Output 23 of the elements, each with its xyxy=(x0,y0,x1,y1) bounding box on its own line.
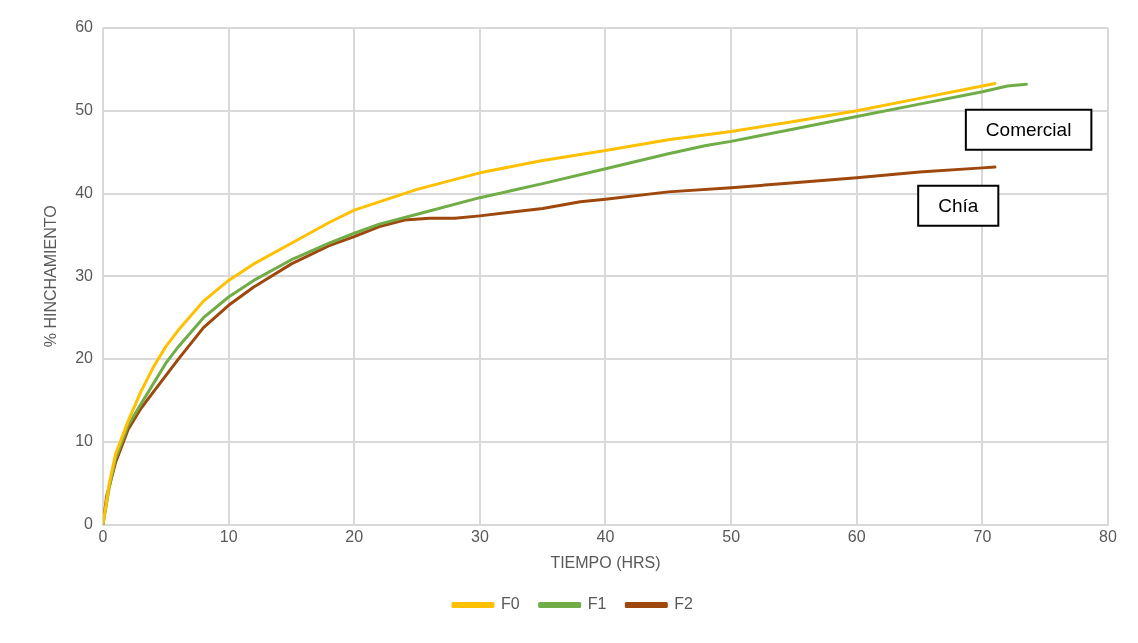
x-tick-label: 40 xyxy=(596,527,615,545)
legend-label: F1 xyxy=(587,595,607,613)
y-tick-label: 60 xyxy=(75,18,94,36)
x-tick-label: 70 xyxy=(973,527,992,545)
legend-label: F2 xyxy=(674,595,694,613)
y-axis-title: % HINCHAMIENTO xyxy=(42,205,60,348)
annotation: Comercial xyxy=(985,119,1072,141)
x-tick-label: 60 xyxy=(847,527,866,545)
annotation: Chía xyxy=(938,195,979,217)
x-tick-label: 50 xyxy=(722,527,741,545)
y-tick-label: 20 xyxy=(75,349,94,367)
x-tick-label: 10 xyxy=(219,527,238,545)
y-tick-label: 50 xyxy=(75,101,94,119)
x-tick-label: 30 xyxy=(470,527,489,545)
y-tick-label: 40 xyxy=(75,183,94,201)
x-tick-label: 0 xyxy=(98,527,108,545)
y-tick-label: 30 xyxy=(75,266,94,284)
y-tick-label: 10 xyxy=(75,432,94,450)
y-tick-label: 0 xyxy=(84,515,94,533)
x-tick-label: 80 xyxy=(1099,527,1117,545)
x-tick-label: 20 xyxy=(345,527,364,545)
x-axis-title: TIEMPO (HRS) xyxy=(550,553,661,571)
legend-label: F0 xyxy=(500,595,520,613)
